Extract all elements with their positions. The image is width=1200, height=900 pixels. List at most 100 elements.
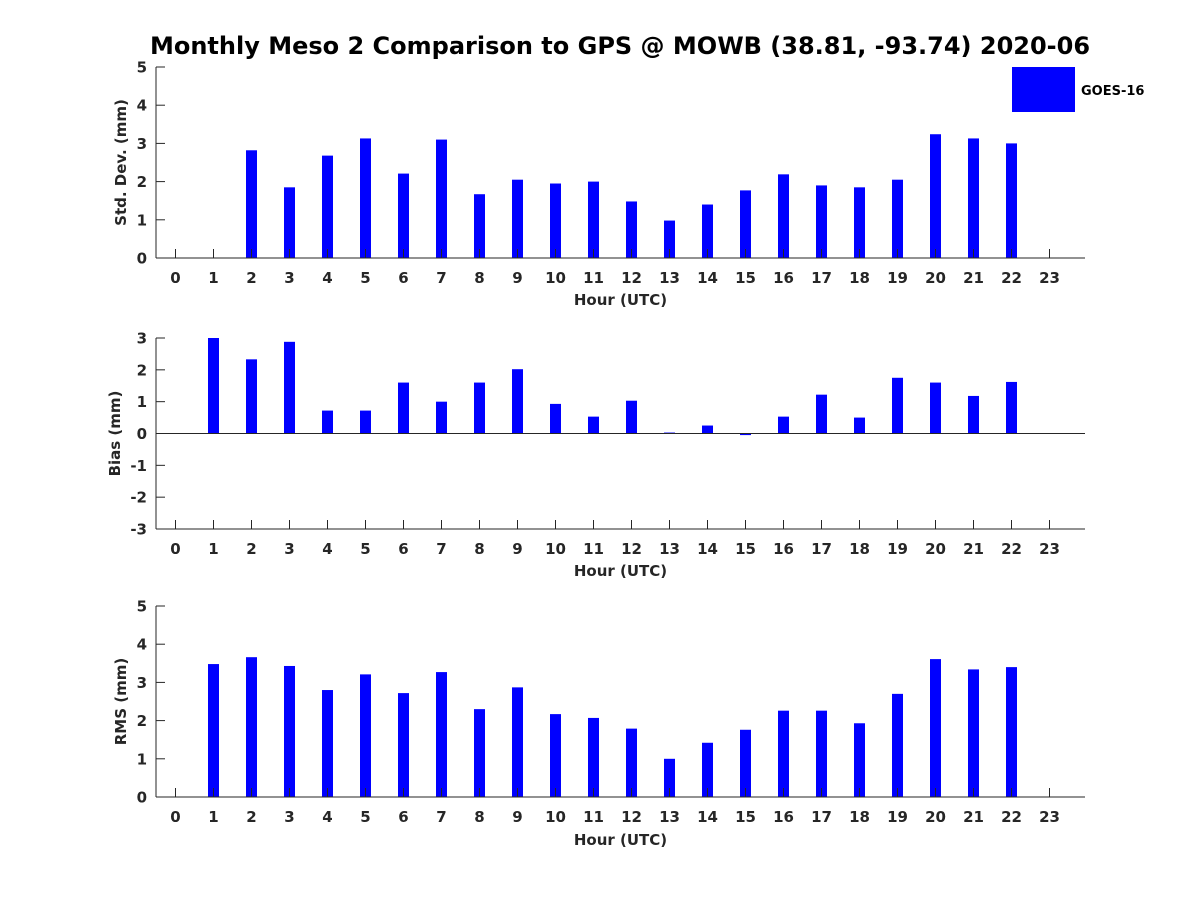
x-tick-label: 10 — [545, 540, 566, 558]
x-tick-label: 1 — [208, 808, 218, 826]
x-tick-label: 7 — [436, 540, 446, 558]
x-tick-label: 23 — [1039, 540, 1060, 558]
bar-hour-5 — [360, 138, 371, 258]
x-axis-label: Hour (UTC) — [574, 831, 667, 849]
x-tick-label: 22 — [1001, 540, 1022, 558]
x-tick-label: 2 — [246, 808, 256, 826]
x-tick-label: 22 — [1001, 269, 1022, 287]
x-tick-label: 16 — [773, 808, 794, 826]
x-tick-label: 3 — [284, 808, 294, 826]
x-tick-label: 19 — [887, 269, 908, 287]
x-axis-label: Hour (UTC) — [574, 291, 667, 309]
bar-hour-8 — [474, 709, 485, 797]
x-tick-label: 20 — [925, 540, 946, 558]
bar-hour-16 — [778, 174, 789, 258]
y-tick-label: 0 — [137, 250, 147, 268]
x-tick-label: 5 — [360, 269, 370, 287]
x-tick-label: 13 — [659, 269, 680, 287]
bar-hour-15 — [740, 190, 751, 258]
bar-hour-5 — [360, 674, 371, 797]
x-tick-label: 17 — [811, 269, 832, 287]
x-tick-label: 3 — [284, 540, 294, 558]
y-tick-label: 5 — [137, 59, 147, 77]
bar-hour-17 — [816, 185, 827, 258]
bar-hour-10 — [550, 714, 561, 797]
bar-hour-16 — [778, 710, 789, 797]
x-tick-label: 13 — [659, 540, 680, 558]
x-tick-label: 1 — [208, 269, 218, 287]
bar-hour-11 — [588, 181, 599, 258]
bar-hour-9 — [512, 369, 523, 434]
y-tick-label: 1 — [137, 750, 147, 768]
bar-hour-8 — [474, 194, 485, 258]
x-tick-label: 21 — [963, 269, 984, 287]
y-tick-label: -3 — [130, 521, 147, 539]
bar-hour-22 — [1006, 143, 1017, 258]
bar-hour-6 — [398, 173, 409, 258]
bar-hour-18 — [854, 187, 865, 258]
y-tick-label: 2 — [137, 361, 147, 379]
legend-swatch-goes-16 — [1012, 67, 1075, 112]
bar-hour-22 — [1006, 381, 1017, 434]
x-tick-label: 23 — [1039, 269, 1060, 287]
bar-hour-17 — [816, 710, 827, 797]
x-tick-label: 3 — [284, 269, 294, 287]
x-tick-label: 14 — [697, 269, 718, 287]
bar-hour-13 — [664, 758, 675, 797]
x-tick-label: 6 — [398, 808, 408, 826]
y-tick-label: 3 — [137, 330, 147, 348]
y-tick-label: 1 — [137, 393, 147, 411]
bar-hour-18 — [854, 417, 865, 434]
x-tick-label: 8 — [474, 269, 484, 287]
x-tick-label: 12 — [621, 269, 642, 287]
bar-hour-6 — [398, 693, 409, 797]
x-tick-label: 0 — [170, 540, 180, 558]
bar-hour-20 — [930, 382, 941, 434]
y-tick-label: 2 — [137, 173, 147, 191]
bar-hour-19 — [892, 179, 903, 258]
x-tick-label: 18 — [849, 808, 870, 826]
y-tick-label: -2 — [130, 489, 147, 507]
y-tick-label: 4 — [137, 636, 147, 654]
y-tick-label: 0 — [137, 789, 147, 807]
x-tick-label: 9 — [512, 269, 522, 287]
x-tick-label: 6 — [398, 269, 408, 287]
bar-hour-12 — [626, 201, 637, 258]
bar-hour-17 — [816, 394, 827, 434]
x-tick-label: 20 — [925, 808, 946, 826]
x-tick-label: 11 — [583, 540, 604, 558]
x-tick-label: 16 — [773, 269, 794, 287]
bar-hour-19 — [892, 693, 903, 797]
x-tick-label: 9 — [512, 808, 522, 826]
y-tick-label: 4 — [137, 97, 147, 115]
x-tick-label: 8 — [474, 808, 484, 826]
bar-hour-15 — [740, 433, 751, 436]
x-tick-label: 1 — [208, 540, 218, 558]
x-tick-label: 8 — [474, 540, 484, 558]
bar-hour-14 — [702, 425, 713, 434]
bar-hour-7 — [436, 139, 447, 258]
x-tick-label: 11 — [583, 808, 604, 826]
bar-hour-13 — [664, 220, 675, 258]
y-axis-label: Bias (mm) — [106, 391, 124, 477]
x-tick-label: 7 — [436, 269, 446, 287]
bar-hour-2 — [246, 150, 257, 258]
bar-hour-9 — [512, 179, 523, 258]
bar-hour-14 — [702, 742, 713, 797]
x-tick-label: 18 — [849, 269, 870, 287]
x-tick-label: 5 — [360, 808, 370, 826]
x-tick-label: 23 — [1039, 808, 1060, 826]
bar-hour-22 — [1006, 667, 1017, 797]
x-tick-label: 10 — [545, 269, 566, 287]
x-tick-label: 0 — [170, 808, 180, 826]
x-axis-label: Hour (UTC) — [574, 562, 667, 580]
x-tick-label: 15 — [735, 540, 756, 558]
bar-hour-20 — [930, 134, 941, 258]
x-tick-label: 14 — [697, 808, 718, 826]
bar-hour-4 — [322, 410, 333, 434]
x-tick-label: 13 — [659, 808, 680, 826]
bar-hour-4 — [322, 155, 333, 258]
